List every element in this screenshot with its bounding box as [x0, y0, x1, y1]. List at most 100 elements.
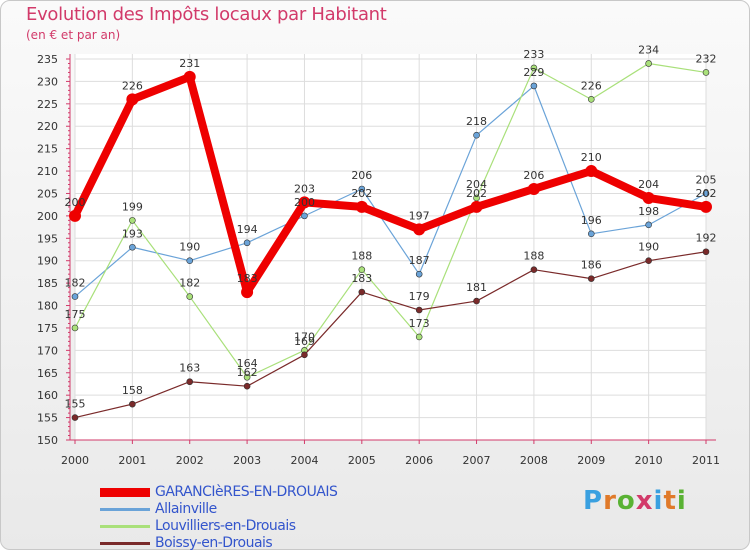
data-point	[645, 257, 652, 265]
y-tick-label: 235	[37, 53, 58, 66]
data-label: 182	[179, 277, 200, 290]
data-point	[129, 217, 136, 224]
data-label: 233	[523, 48, 544, 61]
data-point	[413, 223, 426, 236]
x-tick-label: 2005	[348, 454, 376, 467]
data-label: 163	[179, 362, 200, 375]
y-tick-label: 185	[37, 277, 58, 290]
x-tick-label: 2006	[405, 454, 433, 467]
data-label: 192	[696, 232, 717, 245]
data-point	[241, 286, 254, 299]
series-line	[71, 72, 710, 297]
data-label: 232	[696, 52, 717, 65]
data-label: 198	[638, 205, 659, 218]
data-label: 179	[409, 290, 430, 303]
logo-letter: i	[653, 486, 664, 516]
data-point	[71, 293, 79, 300]
legend-swatch	[100, 542, 150, 545]
y-tick-label: 170	[37, 344, 58, 357]
data-label: 210	[581, 151, 602, 164]
data-label: 175	[65, 308, 86, 321]
data-label: 169	[294, 335, 315, 348]
legend-swatch	[100, 508, 150, 511]
data-point	[642, 191, 655, 204]
data-point	[415, 333, 423, 341]
data-label: 188	[523, 250, 544, 263]
logo-letter: i	[676, 486, 687, 516]
data-point	[530, 82, 538, 90]
data-point	[243, 239, 251, 247]
y-tick-label: 230	[37, 75, 58, 88]
data-point	[355, 200, 368, 213]
data-label: 181	[466, 281, 487, 294]
y-tick-label: 155	[37, 412, 58, 425]
x-tick-label: 2002	[176, 454, 204, 467]
data-label: 187	[409, 254, 430, 267]
x-tick-label: 2010	[635, 454, 663, 467]
data-label: 190	[179, 241, 200, 254]
x-tick-label: 2009	[577, 454, 605, 467]
data-point	[358, 266, 366, 273]
x-tick-label: 2008	[520, 454, 548, 467]
data-label: 188	[351, 250, 372, 263]
data-point	[186, 378, 194, 386]
series-line	[74, 62, 707, 378]
data-label: 205	[696, 173, 717, 186]
legend-swatch	[100, 488, 150, 497]
data-label: 234	[638, 43, 659, 56]
data-point	[645, 221, 652, 229]
data-point	[473, 131, 480, 139]
y-tick-label: 190	[37, 255, 58, 268]
data-point	[183, 70, 196, 83]
x-tick-label: 2004	[290, 454, 318, 467]
y-tick-label: 150	[37, 434, 58, 447]
y-tick-label: 165	[37, 367, 58, 380]
legend-label: GARANCIèRES-EN-DROUAIS	[155, 484, 338, 500]
data-label: 200	[65, 196, 86, 209]
series-line	[74, 85, 707, 298]
logo-letter: r	[603, 486, 617, 516]
legend-label: Allainville	[155, 501, 217, 517]
y-tick-label: 215	[37, 143, 58, 156]
data-label: 155	[65, 398, 86, 411]
legend-swatch	[100, 525, 150, 528]
y-tick-label: 200	[37, 210, 58, 223]
data-point	[415, 306, 423, 314]
data-label: 202	[351, 187, 372, 200]
data-point	[527, 182, 540, 195]
data-label: 203	[294, 182, 315, 195]
data-label: 206	[351, 169, 372, 182]
data-point	[530, 266, 538, 273]
data-label: 229	[523, 66, 544, 79]
data-label: 197	[409, 209, 430, 222]
y-tick-label: 175	[37, 322, 58, 335]
data-label: 204	[638, 178, 659, 191]
data-label: 194	[237, 223, 258, 236]
y-tick-label: 210	[37, 165, 58, 178]
logo-letter: t	[663, 486, 677, 516]
data-point	[587, 230, 595, 238]
chart-subtitle: (en € et par an)	[26, 28, 121, 42]
data-point	[587, 96, 595, 103]
data-point	[298, 196, 311, 209]
data-label: 199	[122, 200, 143, 213]
data-label: 164	[237, 357, 258, 370]
data-label: 202	[696, 187, 717, 200]
x-tick-label: 2000	[61, 454, 89, 467]
y-tick-label: 195	[37, 232, 58, 245]
x-tick-label: 2007	[463, 454, 491, 467]
data-label: 196	[581, 214, 602, 227]
y-tick-label: 180	[37, 300, 58, 313]
data-point	[358, 288, 366, 296]
logo-letter: P	[583, 486, 604, 516]
y-tick-label: 225	[37, 98, 58, 111]
data-label: 204	[466, 178, 487, 191]
data-label: 202	[466, 187, 487, 200]
series-line	[74, 251, 707, 419]
data-point	[702, 248, 710, 256]
data-point	[71, 414, 79, 421]
data-label: 218	[466, 115, 487, 128]
data-label: 193	[122, 227, 143, 240]
data-point	[358, 185, 366, 193]
plot-area	[75, 54, 706, 440]
